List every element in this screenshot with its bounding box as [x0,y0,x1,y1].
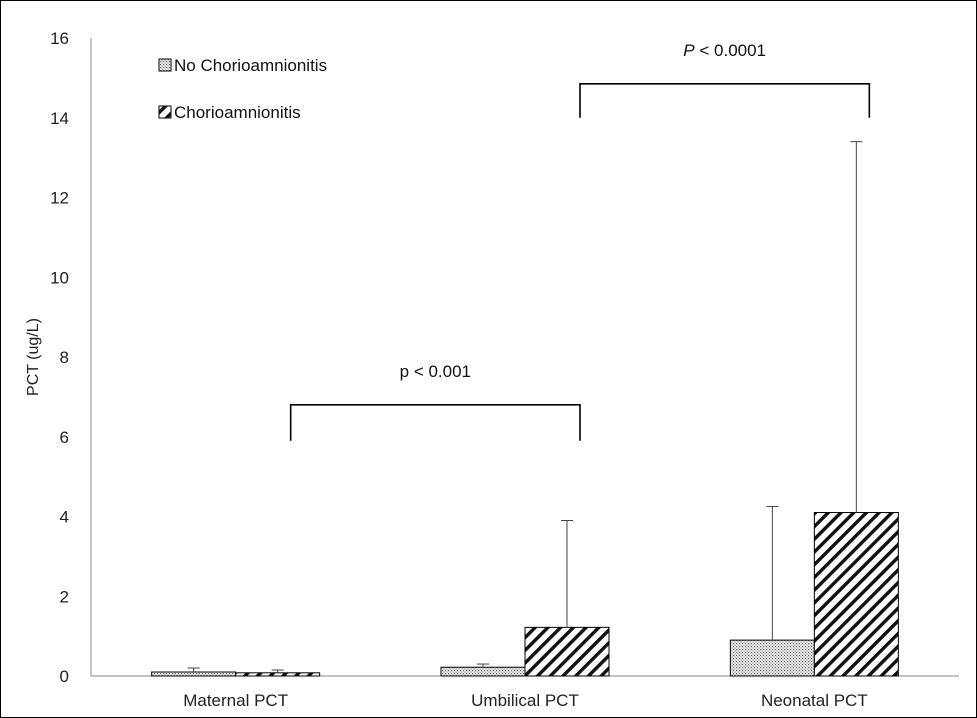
bar-chorioamnionitis [235,672,321,677]
y-tick-label: 12 [50,189,69,208]
bar-no-chorioamnionitis [729,639,815,677]
significance-bracket [579,83,871,118]
bars [151,512,899,677]
y-tick-label: 14 [50,109,69,128]
bar-chorioamnionitis [524,626,610,677]
x-category-label: Neonatal PCT [761,691,868,710]
x-category-label: Maternal PCT [183,691,288,710]
bar-no-chorioamnionitis [151,671,237,677]
legend-swatch-no-chorioamnionitis [158,58,172,72]
y-tick-label: 4 [60,508,69,527]
legend-label: No Chorioamnionitis [174,56,327,75]
significance-label: P < 0.0001 [683,41,766,60]
y-tick-label: 0 [60,667,69,686]
y-tick-label: 8 [60,348,69,367]
significance-bracket [289,404,581,441]
y-axis: 0 2 4 6 8 10 12 14 16 [50,29,92,686]
significance-label: p < 0.001 [400,362,471,381]
y-tick-label: 10 [50,268,69,287]
x-category-label: Umbilical PCT [471,691,579,710]
legend-label: Chorioamnionitis [174,103,301,122]
error-bars [187,141,863,673]
bar-no-chorioamnionitis [440,666,526,677]
x-axis: Maternal PCT Umbilical PCT Neonatal PCT [91,675,959,710]
significance-annotations: p < 0.001 P < 0.0001 [289,41,871,441]
bar-chorioamnionitis [813,512,899,677]
y-axis-title: PCT (ug/L) [25,318,42,396]
y-tick-label: 2 [60,587,69,606]
y-tick-label: 16 [50,29,69,48]
legend: No Chorioamnionitis Chorioamnionitis [158,56,327,122]
y-tick-label: 6 [60,428,69,447]
legend-swatch-chorioamnionitis [158,105,172,119]
